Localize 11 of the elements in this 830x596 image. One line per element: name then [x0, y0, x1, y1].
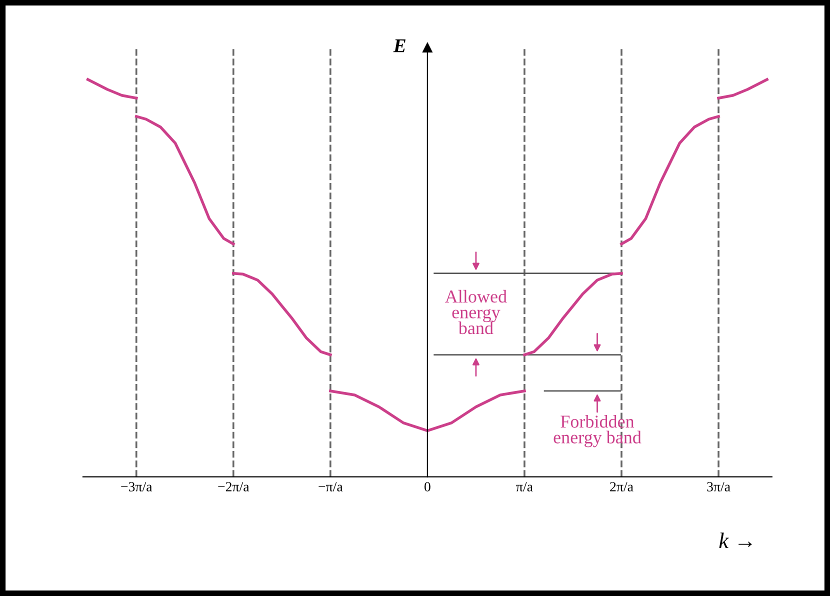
- x-axis-title: k →: [719, 532, 752, 548]
- x-tick-label: 0: [424, 482, 430, 492]
- y-axis-title: E: [393, 39, 406, 52]
- annotation: Forbidden energy band: [554, 415, 642, 448]
- x-tick-label: 2π/a: [610, 482, 634, 492]
- annotation: Allowed energy band: [445, 290, 507, 334]
- x-tick-label: −3π/a: [121, 482, 152, 492]
- x-tick-label: π/a: [516, 482, 533, 492]
- x-tick-label: 3π/a: [707, 482, 730, 492]
- x-tick-label: −π/a: [318, 482, 343, 492]
- x-tick-label: −2π/a: [218, 482, 250, 492]
